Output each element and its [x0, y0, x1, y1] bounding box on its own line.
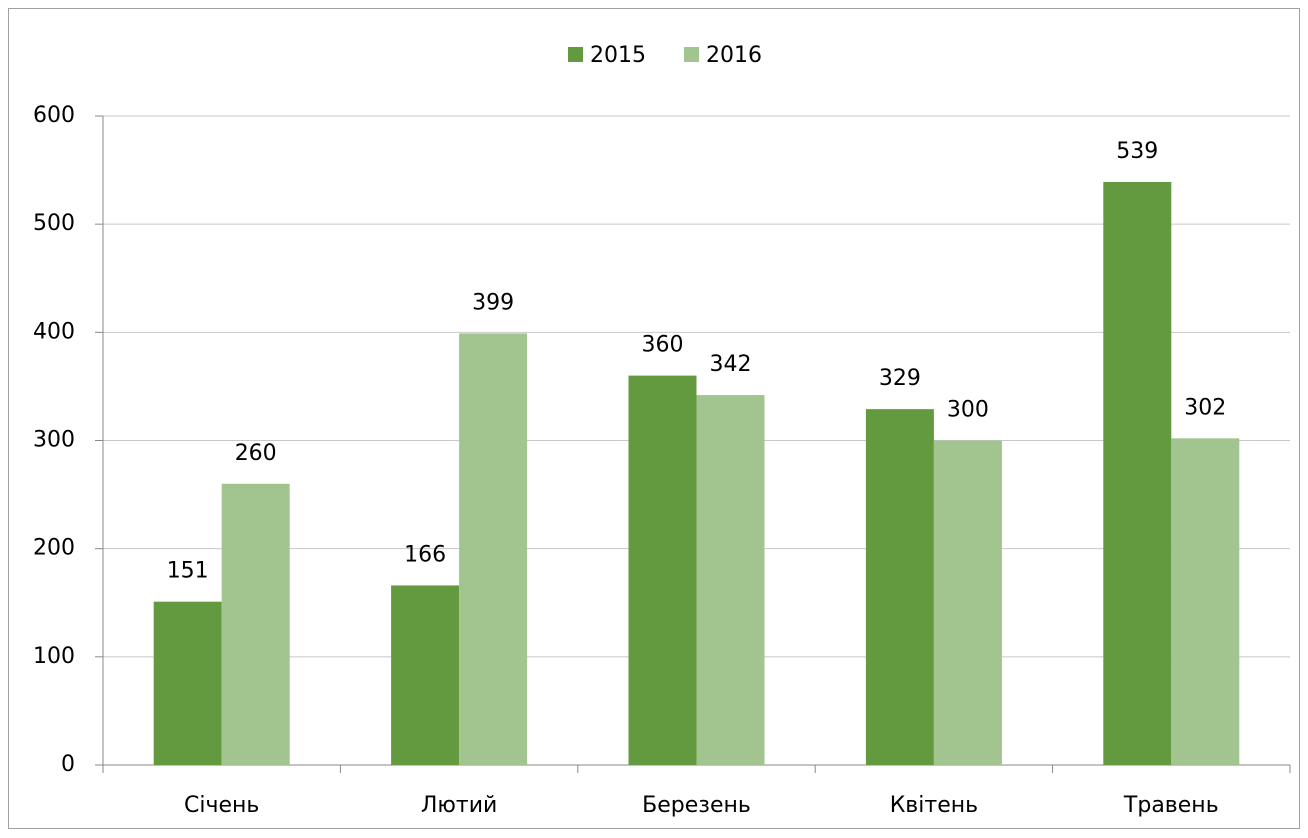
- bar: [153, 601, 222, 765]
- legend-swatch: [568, 47, 583, 62]
- data-label: 399: [472, 290, 514, 315]
- y-tick-label: 400: [33, 319, 75, 344]
- y-tick-label: 600: [33, 103, 75, 128]
- bar: [628, 375, 697, 765]
- x-tick-label: Березень: [642, 793, 751, 818]
- data-label: 166: [404, 542, 446, 567]
- x-tick-label: Травень: [1123, 793, 1219, 818]
- bar: [221, 483, 290, 765]
- data-label: 329: [879, 366, 921, 391]
- bar: [391, 585, 460, 765]
- y-tick-label: 100: [33, 644, 75, 669]
- bar: [459, 333, 528, 765]
- x-tick-label: Лютий: [421, 793, 497, 818]
- data-label: 260: [235, 441, 277, 466]
- x-tick-label: Квітень: [890, 793, 978, 818]
- data-label: 539: [1116, 139, 1158, 164]
- bar: [1103, 181, 1172, 765]
- x-tick-label: Січень: [184, 793, 259, 818]
- y-tick-label: 300: [33, 428, 75, 453]
- bar: [696, 395, 765, 765]
- data-label: 151: [167, 559, 209, 584]
- y-tick-label: 0: [61, 752, 75, 777]
- data-label: 360: [642, 333, 684, 358]
- legend-label: 2015: [590, 43, 646, 68]
- legend-label: 2016: [706, 43, 762, 68]
- bar: [933, 440, 1002, 765]
- bar: [1171, 438, 1240, 765]
- data-label: 300: [947, 398, 989, 423]
- data-label: 302: [1184, 395, 1226, 420]
- bar: [865, 409, 934, 765]
- y-tick-label: 500: [33, 211, 75, 236]
- legend-swatch: [684, 47, 699, 62]
- y-tick-label: 200: [33, 536, 75, 561]
- data-label: 342: [710, 352, 752, 377]
